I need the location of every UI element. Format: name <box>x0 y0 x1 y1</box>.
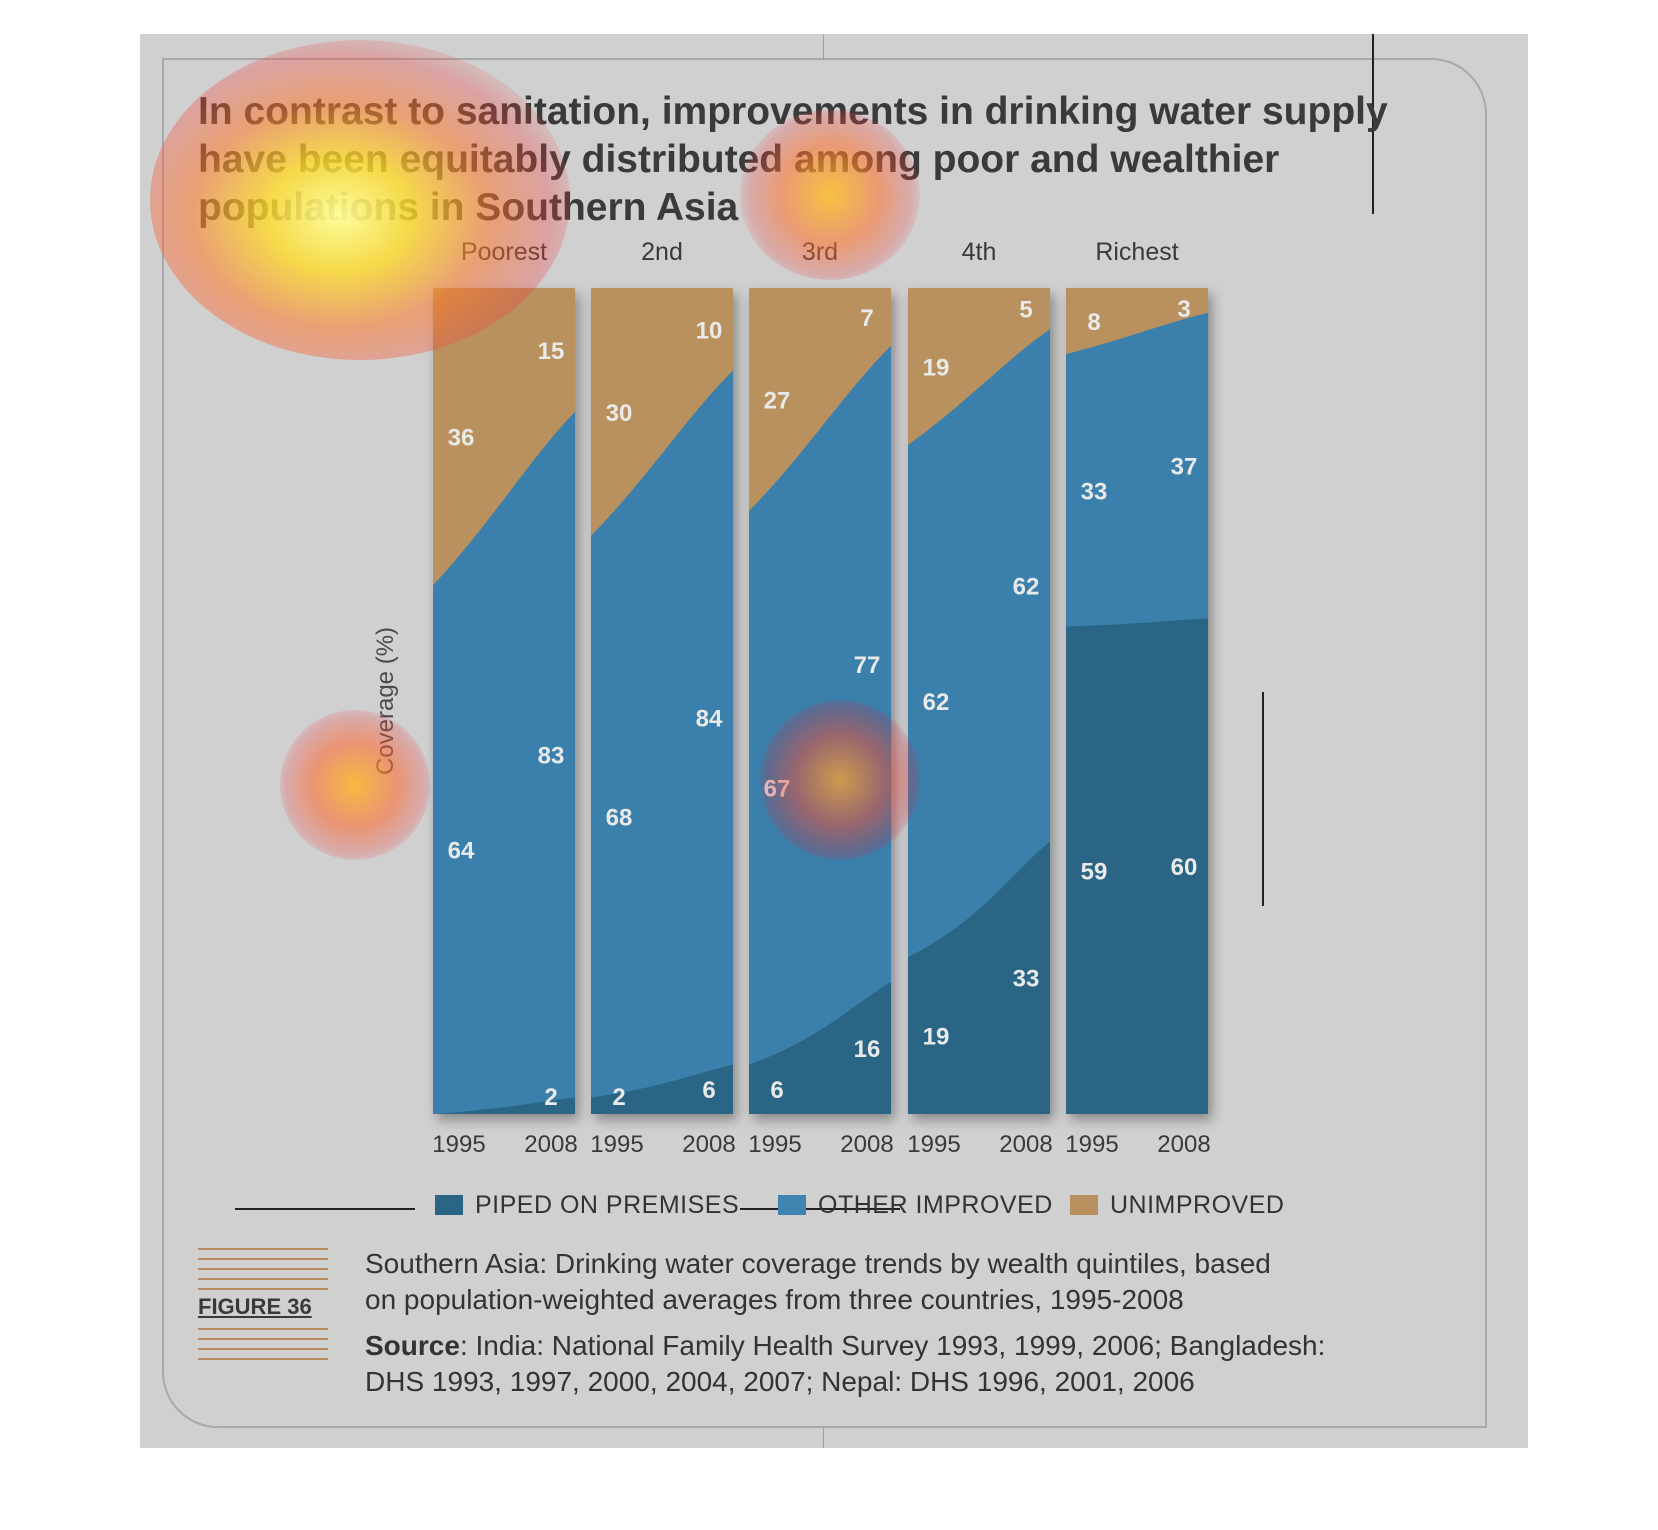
fold-line-bottom <box>823 1428 824 1448</box>
group-label: 4th <box>962 238 997 266</box>
data-label-unimproved: 19 <box>923 354 950 381</box>
y-axis-label: Coverage (%) <box>372 627 399 775</box>
data-label-other-improved: 67 <box>764 776 791 803</box>
data-label-other-improved: 62 <box>1013 573 1040 600</box>
legend-label-piped: PIPED ON PREMISES <box>475 1190 740 1219</box>
data-label-other-improved: 37 <box>1171 454 1198 481</box>
x-tick-label: 2008 <box>682 1131 735 1158</box>
data-label-unimproved: 27 <box>764 388 791 415</box>
area-piped <box>749 981 891 1114</box>
crop-mark-line <box>740 1208 900 1210</box>
panel-poorest <box>433 288 575 1114</box>
data-label-unimproved: 30 <box>606 400 633 427</box>
panel-2nd <box>591 288 733 1115</box>
x-tick-label: 2008 <box>999 1131 1052 1158</box>
area-other-improved <box>433 411 575 1114</box>
caption-description-line: on population-weighted averages from thr… <box>365 1284 1184 1315</box>
legend-swatch-unimproved <box>1070 1195 1098 1215</box>
x-tick-label: 1995 <box>1065 1131 1118 1158</box>
legend-item-piped: PIPED ON PREMISES <box>435 1190 739 1220</box>
fold-line-top <box>823 34 824 60</box>
legend-label-unimproved: UNIMPROVED <box>1110 1190 1285 1219</box>
panel-richest <box>1066 288 1208 1114</box>
area-piped <box>1066 618 1208 1114</box>
x-tick-label: 1995 <box>907 1131 960 1158</box>
area-other-improved <box>591 370 733 1115</box>
data-label-piped: 60 <box>1171 854 1198 881</box>
x-tick-label: 2008 <box>840 1131 893 1158</box>
data-label-piped: 16 <box>854 1036 881 1063</box>
data-label-piped: 2 <box>612 1084 625 1111</box>
data-label-unimproved: 7 <box>860 305 873 332</box>
group-label: Poorest <box>461 238 547 266</box>
crop-mark-line <box>1262 692 1264 906</box>
group-label: 3rd <box>802 238 838 266</box>
data-label-piped: 2 <box>544 1084 557 1111</box>
data-label-piped: 33 <box>1013 966 1040 993</box>
data-label-other-improved: 77 <box>854 652 881 679</box>
data-label-other-improved: 68 <box>606 805 633 832</box>
figure-caption: Southern Asia: Drinking water coverage t… <box>365 1246 1485 1400</box>
data-label-unimproved: 36 <box>448 425 475 452</box>
group-label: 2nd <box>641 238 683 266</box>
legend-item-unimproved: UNIMPROVED <box>1070 1190 1284 1220</box>
group-label: Richest <box>1095 238 1178 266</box>
data-label-unimproved: 3 <box>1177 296 1190 323</box>
area-piped <box>433 1097 575 1114</box>
figure-number: FIGURE 36 <box>198 1292 328 1322</box>
data-label-unimproved: 10 <box>696 317 723 344</box>
x-tick-label: 2008 <box>524 1131 577 1158</box>
data-label-unimproved: 15 <box>538 338 565 365</box>
data-label-piped: 6 <box>702 1077 715 1104</box>
legend-label-other: OTHER IMPROVED <box>818 1190 1053 1219</box>
data-label-other-improved: 33 <box>1081 478 1108 505</box>
figure-frame <box>162 58 1487 1428</box>
caption-source-line: DHS 1993, 1997, 2000, 2004, 2007; Nepal:… <box>365 1366 1195 1397</box>
caption-description: Southern Asia: Drinking water coverage t… <box>365 1246 1485 1318</box>
x-tick-label: 2008 <box>1157 1131 1210 1158</box>
legend-swatch-piped <box>435 1195 463 1215</box>
data-label-piped: 59 <box>1081 858 1108 885</box>
caption-description-line: Southern Asia: Drinking water coverage t… <box>365 1248 1271 1279</box>
data-label-piped: 19 <box>923 1024 950 1051</box>
data-label-other-improved: 83 <box>538 743 565 770</box>
caption-source-label: Source <box>365 1330 460 1361</box>
crop-mark-line <box>1372 34 1374 214</box>
crop-mark-line <box>235 1208 415 1210</box>
x-tick-label: 1995 <box>432 1131 485 1158</box>
caption-source: Source: India: National Family Health Su… <box>365 1328 1485 1400</box>
data-label-other-improved: 84 <box>696 706 723 733</box>
caption-source-line: : India: National Family Health Survey 1… <box>459 1330 1326 1361</box>
data-label-unimproved: 8 <box>1087 309 1100 336</box>
x-tick-label: 1995 <box>590 1131 643 1158</box>
data-label-unimproved: 5 <box>1019 297 1032 324</box>
x-tick-label: 1995 <box>748 1131 801 1158</box>
legend-swatch-other <box>778 1195 806 1215</box>
data-label-piped: 6 <box>770 1077 783 1104</box>
legend-item-other: OTHER IMPROVED <box>778 1190 1053 1220</box>
data-label-other-improved: 64 <box>448 838 475 865</box>
area-piped <box>908 841 1050 1114</box>
area-piped <box>591 1064 733 1114</box>
data-label-other-improved: 62 <box>923 689 950 716</box>
panel-4th <box>908 288 1050 1114</box>
